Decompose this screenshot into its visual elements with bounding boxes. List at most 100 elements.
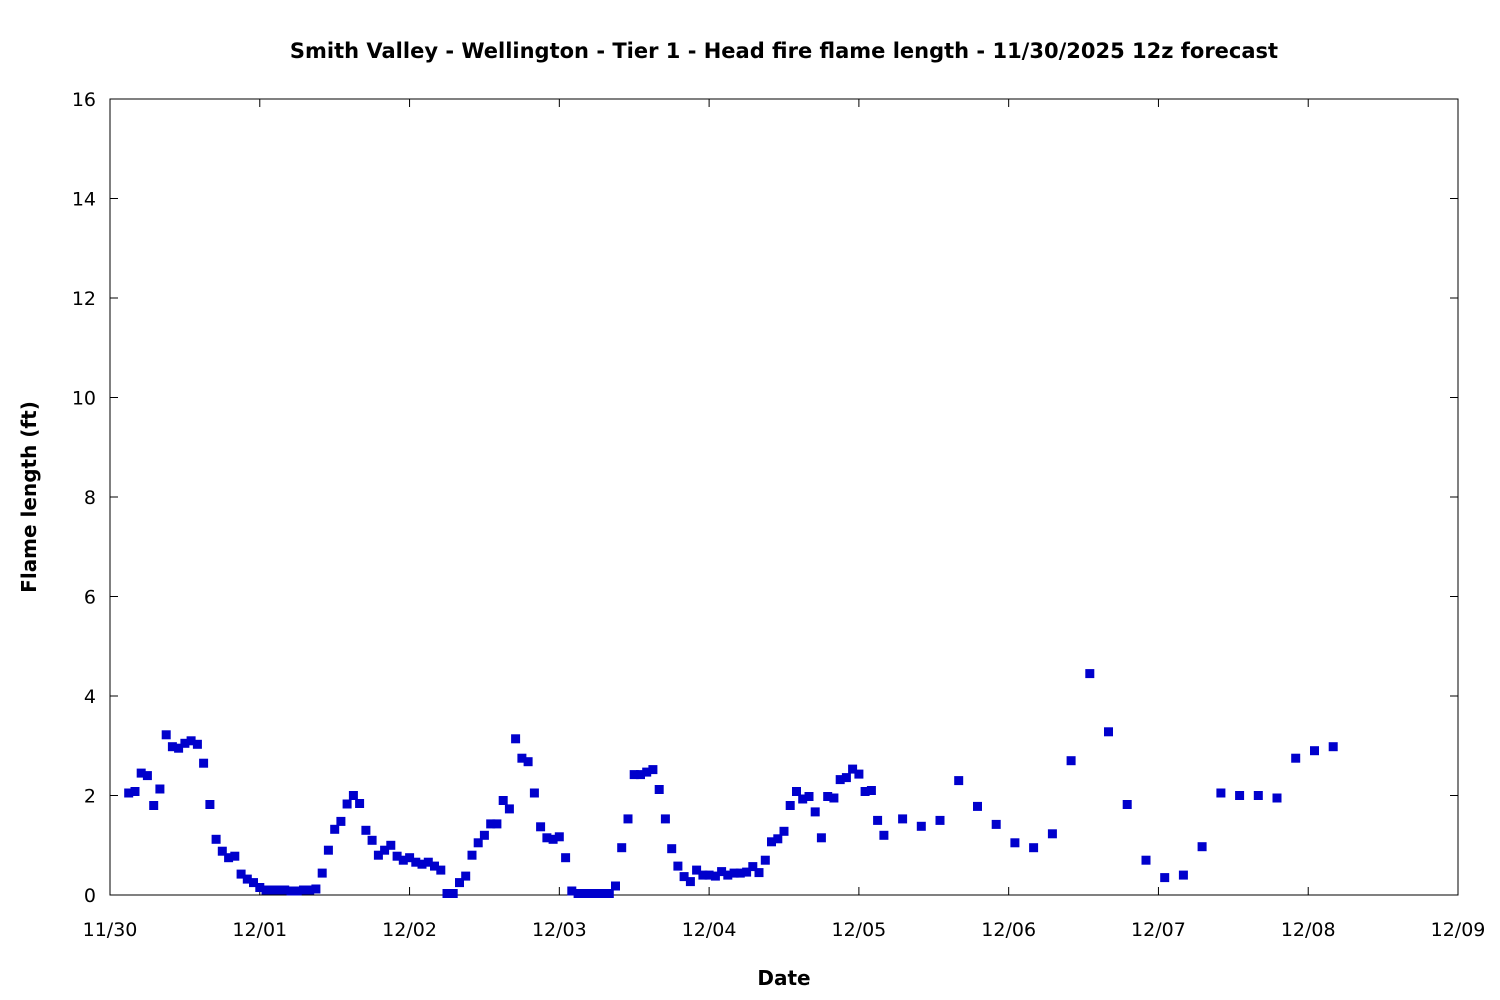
data-point bbox=[542, 833, 552, 843]
data-point bbox=[798, 794, 808, 804]
data-point bbox=[673, 861, 683, 871]
x-tick-label: 12/08 bbox=[1281, 919, 1336, 941]
x-tick-label: 11/30 bbox=[83, 919, 138, 941]
x-tick-label: 12/06 bbox=[981, 919, 1036, 941]
data-point bbox=[180, 738, 190, 748]
x-axis-label: Date bbox=[757, 966, 810, 990]
data-point bbox=[411, 857, 421, 867]
data-point bbox=[611, 881, 620, 891]
data-point bbox=[667, 844, 677, 854]
x-tick-label: 12/09 bbox=[1431, 919, 1486, 941]
data-point bbox=[342, 799, 352, 809]
y-tick-label: 8 bbox=[84, 487, 96, 509]
data-point bbox=[648, 765, 658, 775]
data-point bbox=[1047, 829, 1057, 839]
data-point bbox=[723, 870, 733, 880]
data-point bbox=[754, 868, 764, 878]
data-point bbox=[1310, 746, 1319, 756]
data-point bbox=[504, 804, 514, 814]
data-point bbox=[467, 850, 477, 860]
data-point bbox=[211, 834, 221, 844]
data-point bbox=[492, 819, 502, 829]
data-point bbox=[623, 814, 633, 824]
data-point bbox=[330, 824, 340, 834]
data-point bbox=[735, 868, 745, 878]
data-point bbox=[660, 814, 670, 824]
data-point bbox=[935, 815, 945, 825]
data-point bbox=[991, 819, 1001, 829]
data-point bbox=[280, 885, 290, 895]
data-point bbox=[323, 845, 333, 855]
y-tick-label: 4 bbox=[84, 686, 96, 708]
data-point bbox=[473, 838, 483, 848]
data-point bbox=[536, 822, 546, 832]
data-point bbox=[361, 825, 371, 835]
y-tick-label: 10 bbox=[72, 388, 96, 410]
data-point bbox=[517, 753, 527, 763]
data-point bbox=[729, 868, 739, 878]
data-point bbox=[136, 768, 146, 778]
data-point bbox=[336, 816, 346, 826]
x-tick-label: 12/05 bbox=[832, 919, 887, 941]
data-point bbox=[860, 787, 870, 796]
data-point bbox=[866, 786, 876, 795]
data-point bbox=[748, 862, 758, 872]
data-point bbox=[767, 837, 776, 847]
data-point bbox=[161, 730, 171, 740]
data-point bbox=[267, 885, 277, 895]
x-tick-label: 12/03 bbox=[532, 919, 587, 941]
data-point bbox=[186, 736, 196, 746]
data-point bbox=[305, 885, 315, 895]
x-tick-label: 12/07 bbox=[1131, 919, 1186, 941]
data-point bbox=[1253, 791, 1263, 800]
data-point bbox=[436, 865, 446, 875]
data-point bbox=[1122, 800, 1132, 809]
data-point bbox=[392, 851, 402, 861]
data-point bbox=[355, 799, 365, 808]
data-point bbox=[879, 830, 889, 840]
data-point bbox=[873, 815, 883, 825]
data-point bbox=[848, 764, 858, 774]
data-point bbox=[1178, 870, 1188, 880]
data-point bbox=[442, 889, 452, 898]
data-point bbox=[1197, 842, 1207, 852]
data-point bbox=[249, 878, 258, 888]
data-point bbox=[1216, 788, 1226, 798]
data-point bbox=[629, 770, 639, 780]
data-point bbox=[405, 853, 415, 863]
data-point bbox=[461, 871, 471, 881]
data-point bbox=[199, 758, 209, 768]
y-tick-label: 0 bbox=[84, 885, 96, 907]
data-point bbox=[692, 865, 702, 875]
data-point bbox=[348, 791, 358, 800]
data-point bbox=[742, 867, 752, 877]
data-point bbox=[479, 830, 489, 840]
data-point bbox=[710, 871, 720, 881]
data-point bbox=[586, 889, 595, 898]
data-point bbox=[511, 734, 521, 744]
data-point bbox=[217, 846, 227, 856]
data-point bbox=[311, 884, 321, 894]
data-point bbox=[567, 886, 577, 896]
y-tick-label: 6 bbox=[84, 587, 96, 609]
data-point bbox=[954, 776, 964, 786]
data-point bbox=[380, 845, 390, 855]
data-point bbox=[579, 889, 589, 898]
data-point bbox=[224, 853, 234, 863]
data-point bbox=[973, 801, 982, 811]
data-point bbox=[717, 867, 727, 877]
data-point bbox=[299, 885, 308, 895]
data-point bbox=[529, 788, 539, 798]
data-point bbox=[142, 771, 152, 781]
y-tick-label: 14 bbox=[72, 189, 96, 211]
data-point bbox=[779, 826, 789, 836]
x-tick-label: 12/02 bbox=[382, 919, 437, 941]
data-point bbox=[498, 796, 508, 805]
data-point bbox=[792, 787, 801, 796]
data-point bbox=[1160, 873, 1170, 883]
data-point bbox=[804, 792, 814, 801]
y-axis-label: Flame length (ft) bbox=[17, 401, 41, 593]
x-tick-label: 12/01 bbox=[232, 919, 287, 941]
